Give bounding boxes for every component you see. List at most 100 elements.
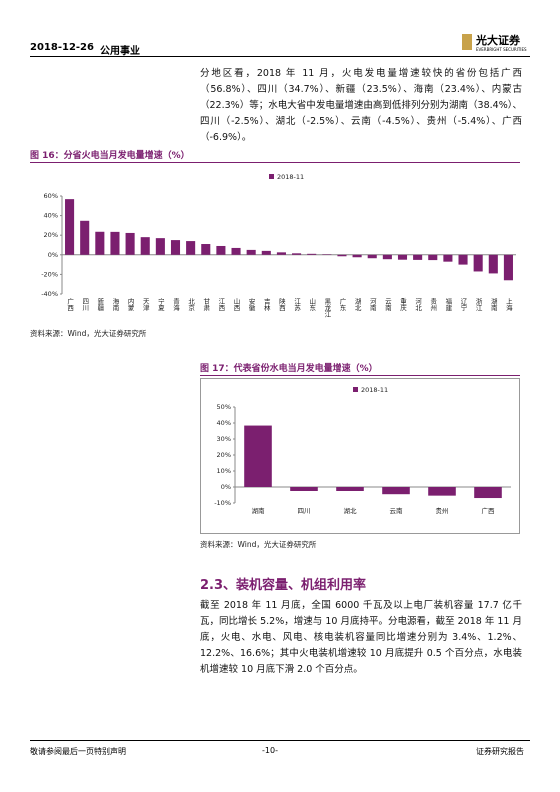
x-tick-label: 福建 bbox=[444, 297, 452, 313]
paragraph: 分地区看，2018 年 11 月，火电发电量增速较快的省份包括广西（56.8%）… bbox=[200, 68, 522, 143]
bar bbox=[336, 487, 364, 491]
chart: -10% 0% 10% 20% 30% 40% 50% 2018-11 湖南 四川 湖北 云南 贵州 广西 bbox=[200, 378, 520, 534]
footer-right: 证券研究报告 bbox=[476, 747, 524, 756]
bar bbox=[292, 253, 302, 255]
x-tick-label: 四川 bbox=[298, 507, 311, 515]
legend-label: 2018-11 bbox=[277, 173, 304, 181]
x-tick-label: 江西 bbox=[217, 298, 225, 313]
x-tick-label: 河南 bbox=[368, 298, 376, 312]
bar bbox=[261, 250, 271, 255]
x-tick-label: 内蒙 bbox=[126, 297, 134, 312]
bar bbox=[186, 241, 196, 255]
x-tick-label: 浙江 bbox=[474, 297, 482, 312]
bar bbox=[155, 238, 165, 255]
bar bbox=[110, 231, 120, 255]
title-rule bbox=[30, 162, 520, 163]
y-tick-label: 40% bbox=[44, 212, 58, 220]
header-rule bbox=[30, 56, 530, 57]
bar bbox=[503, 254, 513, 281]
x-tick-label: 重庆 bbox=[399, 298, 407, 313]
x-tick-label: 新疆 bbox=[96, 297, 104, 313]
x-tick-label: 贵州 bbox=[436, 506, 449, 515]
bar bbox=[170, 240, 181, 255]
bar bbox=[244, 425, 272, 487]
logo-en: EVERBRIGHT SECURITIES bbox=[476, 47, 527, 52]
legend-swatch bbox=[269, 174, 274, 179]
chart-title: 图 17：代表省份水电当月发电量增速（%） bbox=[200, 364, 378, 374]
source: 资料来源：Wind，光大证券研究所 bbox=[30, 329, 147, 338]
paragraph: 截至 2018 年 11 月底，全国 6000 千瓦及以上电厂装机容量 17.7… bbox=[200, 600, 522, 675]
y-tick-label: 60% bbox=[44, 192, 58, 200]
bar bbox=[428, 487, 456, 496]
bar bbox=[443, 254, 453, 262]
x-tick-label: 云南 bbox=[390, 506, 404, 515]
x-tick-label: 四川 bbox=[81, 298, 89, 312]
x-tick-label: 吉林 bbox=[262, 298, 270, 313]
x-tick-label: 天津 bbox=[141, 298, 149, 313]
bar bbox=[125, 232, 135, 255]
bar bbox=[337, 254, 347, 257]
page-number: -10- bbox=[262, 746, 278, 755]
x-tick-label: 广东 bbox=[338, 297, 346, 312]
x-tick-label: 上海 bbox=[504, 297, 512, 313]
bar bbox=[201, 244, 211, 255]
bar bbox=[488, 254, 498, 274]
bar bbox=[413, 254, 423, 260]
x-tick-label: 甘肃 bbox=[202, 297, 210, 313]
bar bbox=[458, 254, 468, 265]
x-tick-label: 贵州 bbox=[429, 297, 437, 312]
section-title: 2.3、装机容量、机组利用率 bbox=[200, 578, 367, 593]
bar bbox=[397, 254, 408, 260]
header-sector: 公用事业 bbox=[100, 46, 140, 57]
x-tick-label: 青海 bbox=[172, 297, 180, 313]
x-tick-label: 湖北 bbox=[344, 506, 358, 515]
x-tick-label: 陕西 bbox=[277, 297, 285, 313]
y-tick-label: 40% bbox=[217, 419, 231, 427]
source: 资料来源：Wind，光大证券研究所 bbox=[200, 540, 317, 549]
bar bbox=[231, 247, 241, 255]
x-tick-label: 云南 bbox=[383, 298, 391, 312]
bar bbox=[140, 237, 150, 255]
bar bbox=[307, 253, 317, 255]
bar bbox=[276, 252, 286, 255]
x-tick-label: 湖南 bbox=[489, 297, 497, 312]
bar bbox=[382, 254, 392, 260]
y-tick-label: 0% bbox=[221, 483, 231, 491]
x-tick-label: 安徽 bbox=[247, 297, 255, 313]
bar bbox=[246, 249, 256, 255]
bar bbox=[216, 245, 226, 255]
x-tick-label: 辽宁 bbox=[459, 298, 467, 312]
y-tick-label: -20% bbox=[41, 270, 58, 278]
x-tick-label: 宁夏 bbox=[156, 297, 164, 312]
bar bbox=[382, 487, 410, 495]
bar bbox=[80, 220, 90, 255]
x-tick-label: 广西 bbox=[66, 297, 74, 313]
bar bbox=[65, 199, 75, 255]
legend-label: 2018-11 bbox=[361, 386, 388, 394]
x-tick-label: 湖南 bbox=[252, 506, 266, 515]
bar bbox=[474, 487, 502, 499]
bar bbox=[95, 231, 105, 255]
x-tick-label: 湖北 bbox=[353, 297, 361, 313]
y-tick-label: 20% bbox=[44, 231, 58, 239]
x-tick-label: 黑龙江 bbox=[323, 298, 331, 318]
x-tick-label: 山西 bbox=[232, 297, 240, 313]
y-tick-label: 20% bbox=[217, 451, 231, 459]
title-rule bbox=[200, 375, 520, 376]
bar bbox=[367, 254, 377, 259]
chart-title: 图 16：分省火电当月发电量增速（%） bbox=[30, 151, 190, 161]
logo: 光大证券 bbox=[476, 34, 520, 47]
y-tick-label: 10% bbox=[217, 467, 231, 475]
y-tick-label: 30% bbox=[217, 435, 231, 443]
x-tick-label: 海南 bbox=[111, 297, 119, 312]
chart: -40% -20% 0% 20% 40% 60% 2018-11 广西 四川 新疆 海南 内蒙 天津 宁夏… bbox=[41, 173, 516, 318]
x-tick-label: 河北 bbox=[414, 298, 422, 313]
bar bbox=[428, 254, 438, 261]
logo-icon bbox=[462, 34, 472, 50]
x-tick-label: 江苏 bbox=[293, 298, 301, 313]
footer-rule bbox=[30, 740, 530, 741]
x-tick-label: 广西 bbox=[482, 506, 496, 515]
y-tick-label: -10% bbox=[214, 499, 231, 507]
y-tick-label: 0% bbox=[48, 251, 58, 259]
